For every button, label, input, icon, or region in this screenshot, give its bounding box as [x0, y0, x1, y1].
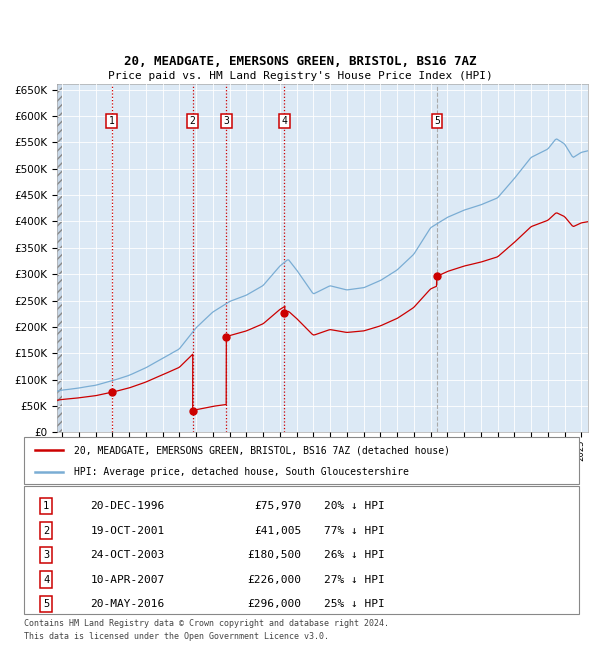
Polygon shape	[57, 84, 62, 432]
Text: 2: 2	[43, 526, 49, 536]
Text: 20-MAY-2016: 20-MAY-2016	[91, 599, 165, 609]
Text: £296,000: £296,000	[248, 599, 302, 609]
Text: 10-APR-2007: 10-APR-2007	[91, 575, 165, 584]
Text: 19-OCT-2001: 19-OCT-2001	[91, 526, 165, 536]
Text: 20% ↓ HPI: 20% ↓ HPI	[324, 501, 385, 511]
Text: 2: 2	[190, 116, 196, 126]
Text: £180,500: £180,500	[248, 550, 302, 560]
Text: HPI: Average price, detached house, South Gloucestershire: HPI: Average price, detached house, Sout…	[74, 467, 409, 477]
Text: 3: 3	[223, 116, 229, 126]
Text: 27% ↓ HPI: 27% ↓ HPI	[324, 575, 385, 584]
Text: 4: 4	[43, 575, 49, 584]
Text: 4: 4	[281, 116, 287, 126]
Text: £226,000: £226,000	[248, 575, 302, 584]
FancyBboxPatch shape	[24, 437, 579, 484]
Text: 20, MEADGATE, EMERSONS GREEN, BRISTOL, BS16 7AZ: 20, MEADGATE, EMERSONS GREEN, BRISTOL, B…	[124, 55, 476, 68]
Text: 3: 3	[43, 550, 49, 560]
Text: 20, MEADGATE, EMERSONS GREEN, BRISTOL, BS16 7AZ (detached house): 20, MEADGATE, EMERSONS GREEN, BRISTOL, B…	[74, 445, 450, 455]
Text: 5: 5	[434, 116, 440, 126]
Text: 1: 1	[109, 116, 115, 126]
Text: 1: 1	[43, 501, 49, 511]
Text: 5: 5	[43, 599, 49, 609]
Text: 77% ↓ HPI: 77% ↓ HPI	[324, 526, 385, 536]
Text: 20-DEC-1996: 20-DEC-1996	[91, 501, 165, 511]
Text: 25% ↓ HPI: 25% ↓ HPI	[324, 599, 385, 609]
Text: £75,970: £75,970	[254, 501, 302, 511]
Text: This data is licensed under the Open Government Licence v3.0.: This data is licensed under the Open Gov…	[24, 632, 329, 641]
Text: 24-OCT-2003: 24-OCT-2003	[91, 550, 165, 560]
Text: £41,005: £41,005	[254, 526, 302, 536]
Text: Price paid vs. HM Land Registry's House Price Index (HPI): Price paid vs. HM Land Registry's House …	[107, 72, 493, 81]
Text: 26% ↓ HPI: 26% ↓ HPI	[324, 550, 385, 560]
FancyBboxPatch shape	[24, 486, 579, 614]
Text: Contains HM Land Registry data © Crown copyright and database right 2024.: Contains HM Land Registry data © Crown c…	[24, 619, 389, 628]
